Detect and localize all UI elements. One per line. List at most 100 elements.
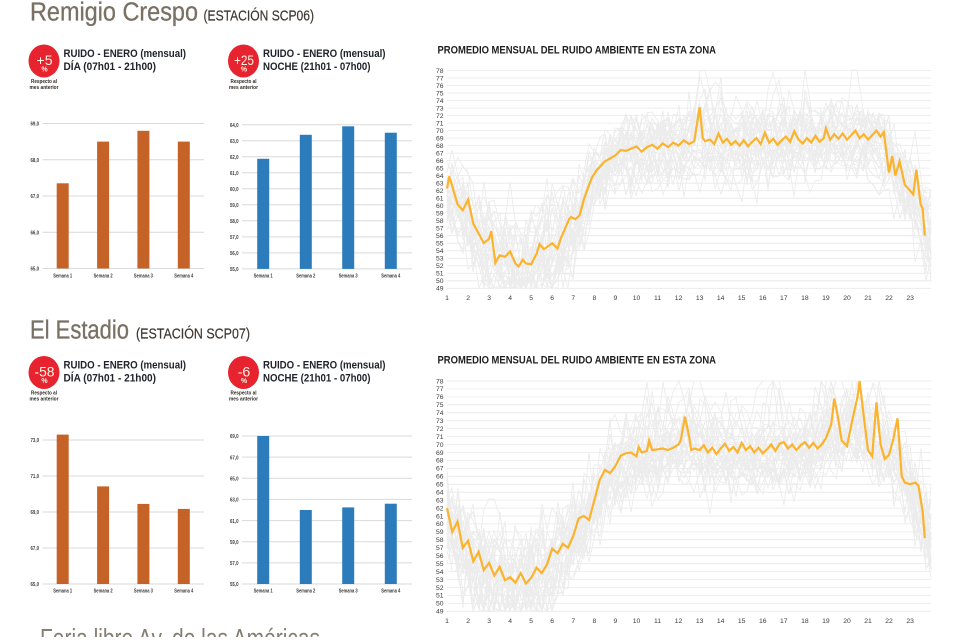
- svg-text:67,0: 67,0: [230, 455, 239, 461]
- svg-text:76: 76: [436, 83, 444, 90]
- svg-text:61,0: 61,0: [230, 519, 239, 525]
- svg-text:71: 71: [436, 120, 444, 127]
- svg-text:12: 12: [675, 618, 683, 625]
- svg-text:Feria libre Av. de las Améric: Feria libre Av. de las Américas: [40, 625, 320, 637]
- svg-text:15: 15: [738, 618, 746, 625]
- svg-text:Semana 2: Semana 2: [94, 589, 113, 595]
- svg-text:51: 51: [436, 271, 444, 278]
- svg-text:77: 77: [436, 386, 444, 393]
- svg-text:65,0: 65,0: [230, 477, 239, 483]
- svg-text:18: 18: [801, 618, 809, 625]
- svg-text:3: 3: [487, 295, 491, 302]
- svg-text:Semana 1: Semana 1: [53, 589, 72, 595]
- svg-text:1: 1: [445, 618, 449, 625]
- svg-text:56,0: 56,0: [230, 251, 239, 257]
- svg-text:PROMEDIO MENSUAL DEL RUIDO AMB: PROMEDIO MENSUAL DEL RUIDO AMBIENTE EN E…: [438, 355, 717, 367]
- svg-text:58: 58: [436, 537, 444, 544]
- svg-text:13: 13: [696, 295, 704, 302]
- svg-text:20: 20: [843, 295, 851, 302]
- svg-text:-58: -58: [35, 365, 55, 381]
- svg-text:50: 50: [436, 278, 444, 285]
- svg-text:Semana 4: Semana 4: [174, 274, 194, 280]
- svg-text:El Estadio: El Estadio: [30, 317, 129, 345]
- svg-text:56: 56: [436, 553, 444, 560]
- svg-text:Semana 1: Semana 1: [254, 274, 273, 280]
- svg-text:7: 7: [571, 618, 575, 625]
- svg-text:RUIDO - ENERO (mensual): RUIDO - ENERO (mensual): [263, 360, 386, 372]
- svg-text:4: 4: [508, 618, 512, 625]
- svg-text:%: %: [41, 67, 48, 74]
- svg-text:Semana 4: Semana 4: [381, 589, 401, 595]
- svg-text:66: 66: [436, 474, 444, 481]
- svg-text:58: 58: [436, 218, 444, 225]
- svg-text:71,0: 71,0: [31, 474, 40, 480]
- svg-text:73: 73: [436, 105, 444, 112]
- svg-text:60: 60: [436, 521, 444, 528]
- svg-text:54: 54: [436, 248, 444, 255]
- svg-text:7: 7: [571, 295, 575, 302]
- svg-text:55,0: 55,0: [230, 267, 239, 273]
- svg-text:72: 72: [436, 426, 444, 433]
- svg-text:62: 62: [436, 505, 444, 512]
- svg-text:54: 54: [436, 569, 444, 576]
- svg-text:53: 53: [436, 256, 444, 263]
- svg-text:14: 14: [717, 618, 725, 625]
- svg-text:Semana 3: Semana 3: [339, 274, 358, 280]
- svg-text:70: 70: [436, 442, 444, 449]
- svg-text:52: 52: [436, 585, 444, 592]
- svg-text:51: 51: [436, 593, 444, 600]
- svg-text:64: 64: [436, 490, 444, 497]
- svg-text:17: 17: [780, 295, 788, 302]
- svg-text:70: 70: [436, 128, 444, 135]
- svg-text:6: 6: [550, 295, 554, 302]
- svg-text:Semana 2: Semana 2: [296, 589, 315, 595]
- svg-text:65,0: 65,0: [31, 267, 40, 273]
- svg-text:60: 60: [436, 203, 444, 210]
- svg-text:12: 12: [675, 295, 683, 302]
- svg-text:69: 69: [436, 450, 444, 457]
- svg-text:62,0: 62,0: [230, 155, 239, 161]
- svg-text:49: 49: [436, 609, 444, 616]
- svg-text:5: 5: [529, 618, 533, 625]
- svg-text:69,0: 69,0: [31, 122, 40, 128]
- svg-text:61: 61: [436, 513, 444, 520]
- svg-text:63: 63: [436, 181, 444, 188]
- svg-text:8: 8: [593, 618, 597, 625]
- svg-text:Semana 2: Semana 2: [296, 274, 315, 280]
- svg-text:11: 11: [654, 295, 661, 302]
- svg-text:62: 62: [436, 188, 444, 195]
- svg-text:Respecto al: Respecto al: [231, 391, 257, 397]
- svg-text:59: 59: [436, 529, 444, 536]
- svg-text:58,0: 58,0: [230, 219, 239, 225]
- svg-text:64: 64: [436, 173, 444, 180]
- svg-text:78: 78: [436, 68, 444, 75]
- svg-text:mes anterior: mes anterior: [229, 85, 259, 91]
- svg-text:Respecto al: Respecto al: [31, 391, 57, 397]
- svg-text:18: 18: [801, 295, 809, 302]
- svg-text:74: 74: [436, 98, 444, 105]
- svg-text:1: 1: [445, 295, 449, 302]
- svg-text:59,0: 59,0: [230, 203, 239, 209]
- svg-text:57,0: 57,0: [230, 561, 239, 567]
- svg-text:63,0: 63,0: [230, 139, 239, 145]
- svg-text:21: 21: [864, 295, 872, 302]
- svg-text:PROMEDIO MENSUAL DEL RUIDO AMB: PROMEDIO MENSUAL DEL RUIDO AMBIENTE EN E…: [438, 45, 717, 57]
- svg-text:DÍA (07h01 - 21h00): DÍA (07h01 - 21h00): [64, 60, 157, 73]
- svg-text:10: 10: [633, 618, 641, 625]
- svg-text:mes anterior: mes anterior: [30, 85, 60, 91]
- svg-text:73,0: 73,0: [31, 438, 40, 444]
- svg-text:55: 55: [436, 561, 444, 568]
- svg-text:55,0: 55,0: [230, 582, 239, 588]
- svg-text:Semana 1: Semana 1: [254, 589, 273, 595]
- svg-text:-6: -6: [238, 365, 251, 381]
- svg-text:74: 74: [436, 410, 444, 417]
- svg-text:19: 19: [822, 295, 830, 302]
- svg-text:NOCHE (21h01 - 07h00): NOCHE (21h01 - 07h00): [263, 373, 371, 385]
- svg-text:55: 55: [436, 241, 444, 248]
- svg-text:65: 65: [436, 482, 444, 489]
- svg-text:69,0: 69,0: [230, 434, 239, 440]
- svg-text:2: 2: [466, 618, 470, 625]
- svg-text:68: 68: [436, 143, 444, 150]
- svg-text:67: 67: [436, 466, 444, 473]
- svg-text:17: 17: [780, 618, 788, 625]
